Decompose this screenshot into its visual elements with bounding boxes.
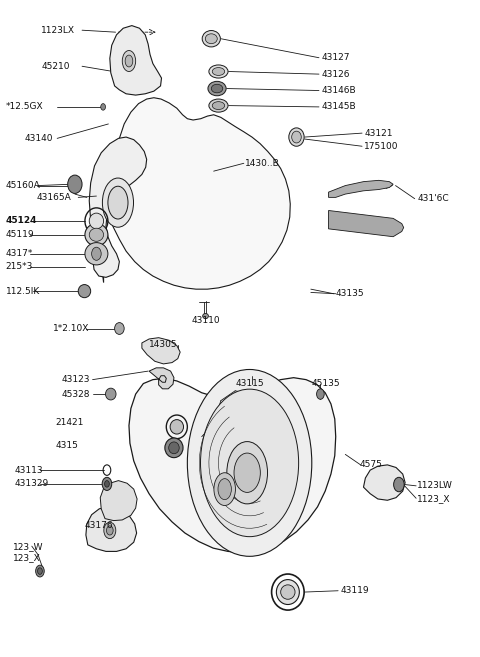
Text: 175100: 175100 bbox=[364, 142, 399, 150]
Text: 43123: 43123 bbox=[62, 375, 90, 384]
Polygon shape bbox=[363, 465, 405, 500]
Text: 45160A: 45160A bbox=[5, 181, 40, 190]
Text: 43140: 43140 bbox=[24, 134, 53, 143]
Text: 45119: 45119 bbox=[5, 230, 34, 239]
Ellipse shape bbox=[205, 34, 217, 43]
Text: 43165A: 43165A bbox=[36, 193, 72, 202]
Ellipse shape bbox=[36, 565, 44, 577]
Text: 43110: 43110 bbox=[191, 316, 220, 325]
Ellipse shape bbox=[227, 442, 267, 504]
Ellipse shape bbox=[170, 420, 183, 434]
Ellipse shape bbox=[201, 389, 299, 537]
Ellipse shape bbox=[289, 128, 304, 147]
Text: 45328: 45328 bbox=[62, 390, 90, 399]
Ellipse shape bbox=[125, 55, 133, 67]
Text: 43115: 43115 bbox=[235, 379, 264, 388]
Ellipse shape bbox=[394, 478, 404, 491]
Ellipse shape bbox=[37, 568, 42, 574]
Ellipse shape bbox=[317, 389, 324, 399]
Text: 1430..B: 1430..B bbox=[245, 159, 279, 168]
Polygon shape bbox=[328, 210, 404, 237]
Ellipse shape bbox=[122, 51, 136, 72]
Ellipse shape bbox=[214, 473, 236, 505]
Text: 112.5lK: 112.5lK bbox=[5, 286, 40, 296]
Text: 215*3: 215*3 bbox=[5, 262, 33, 271]
Text: 43126: 43126 bbox=[322, 70, 350, 79]
Text: 43146B: 43146B bbox=[322, 86, 356, 95]
Text: 43121: 43121 bbox=[364, 129, 393, 137]
Text: 431'6C: 431'6C bbox=[417, 194, 449, 203]
Polygon shape bbox=[89, 137, 147, 277]
Ellipse shape bbox=[108, 186, 128, 219]
Ellipse shape bbox=[234, 453, 260, 492]
Ellipse shape bbox=[202, 30, 220, 47]
Text: 21421: 21421 bbox=[56, 418, 84, 427]
Ellipse shape bbox=[187, 369, 312, 556]
Polygon shape bbox=[149, 368, 174, 389]
Ellipse shape bbox=[85, 242, 108, 265]
Text: 45124: 45124 bbox=[5, 216, 37, 225]
Text: *12.5GX: *12.5GX bbox=[5, 102, 43, 112]
Polygon shape bbox=[100, 481, 137, 520]
Text: 431329: 431329 bbox=[15, 480, 49, 488]
Ellipse shape bbox=[165, 438, 183, 458]
Ellipse shape bbox=[203, 313, 208, 319]
Text: 43113: 43113 bbox=[15, 466, 44, 474]
Ellipse shape bbox=[218, 479, 231, 499]
Polygon shape bbox=[328, 180, 393, 197]
Polygon shape bbox=[142, 338, 180, 364]
Ellipse shape bbox=[68, 175, 82, 193]
Ellipse shape bbox=[211, 84, 223, 93]
Text: 45210: 45210 bbox=[41, 62, 70, 71]
Polygon shape bbox=[129, 378, 336, 553]
Ellipse shape bbox=[292, 131, 301, 143]
Ellipse shape bbox=[102, 178, 133, 227]
Text: 43145B: 43145B bbox=[322, 102, 356, 112]
Text: 43135: 43135 bbox=[336, 289, 364, 298]
Ellipse shape bbox=[115, 323, 124, 334]
Ellipse shape bbox=[209, 99, 228, 112]
Ellipse shape bbox=[89, 213, 104, 229]
Ellipse shape bbox=[208, 81, 226, 96]
Ellipse shape bbox=[102, 478, 112, 490]
Ellipse shape bbox=[92, 247, 101, 260]
Ellipse shape bbox=[168, 442, 179, 454]
Ellipse shape bbox=[281, 585, 295, 599]
Ellipse shape bbox=[105, 481, 109, 487]
Text: 1123LW: 1123LW bbox=[417, 482, 453, 490]
Text: 45135: 45135 bbox=[312, 379, 340, 388]
Ellipse shape bbox=[212, 68, 225, 76]
Text: 1123LX: 1123LX bbox=[41, 26, 75, 35]
Polygon shape bbox=[110, 26, 161, 95]
Text: 123_W: 123_W bbox=[12, 541, 43, 551]
Ellipse shape bbox=[101, 104, 106, 110]
Ellipse shape bbox=[209, 65, 228, 78]
Text: 43176: 43176 bbox=[84, 521, 113, 530]
Polygon shape bbox=[86, 507, 137, 551]
Text: 43127: 43127 bbox=[322, 53, 350, 62]
Text: 4315: 4315 bbox=[56, 441, 79, 449]
Text: 43119: 43119 bbox=[340, 586, 369, 595]
Ellipse shape bbox=[107, 526, 113, 535]
Text: 1123_X: 1123_X bbox=[417, 494, 451, 503]
Text: 1*2.10X: 1*2.10X bbox=[53, 324, 90, 333]
Ellipse shape bbox=[212, 102, 225, 110]
Ellipse shape bbox=[85, 223, 108, 246]
Ellipse shape bbox=[104, 522, 116, 539]
Text: 4317*: 4317* bbox=[5, 249, 33, 258]
Ellipse shape bbox=[276, 579, 300, 604]
Text: 14305: 14305 bbox=[149, 340, 178, 350]
Ellipse shape bbox=[89, 228, 104, 241]
Ellipse shape bbox=[106, 388, 116, 400]
Text: 123_X: 123_X bbox=[12, 553, 40, 562]
Text: 4575: 4575 bbox=[360, 461, 383, 469]
Polygon shape bbox=[100, 98, 290, 289]
Ellipse shape bbox=[78, 284, 91, 298]
